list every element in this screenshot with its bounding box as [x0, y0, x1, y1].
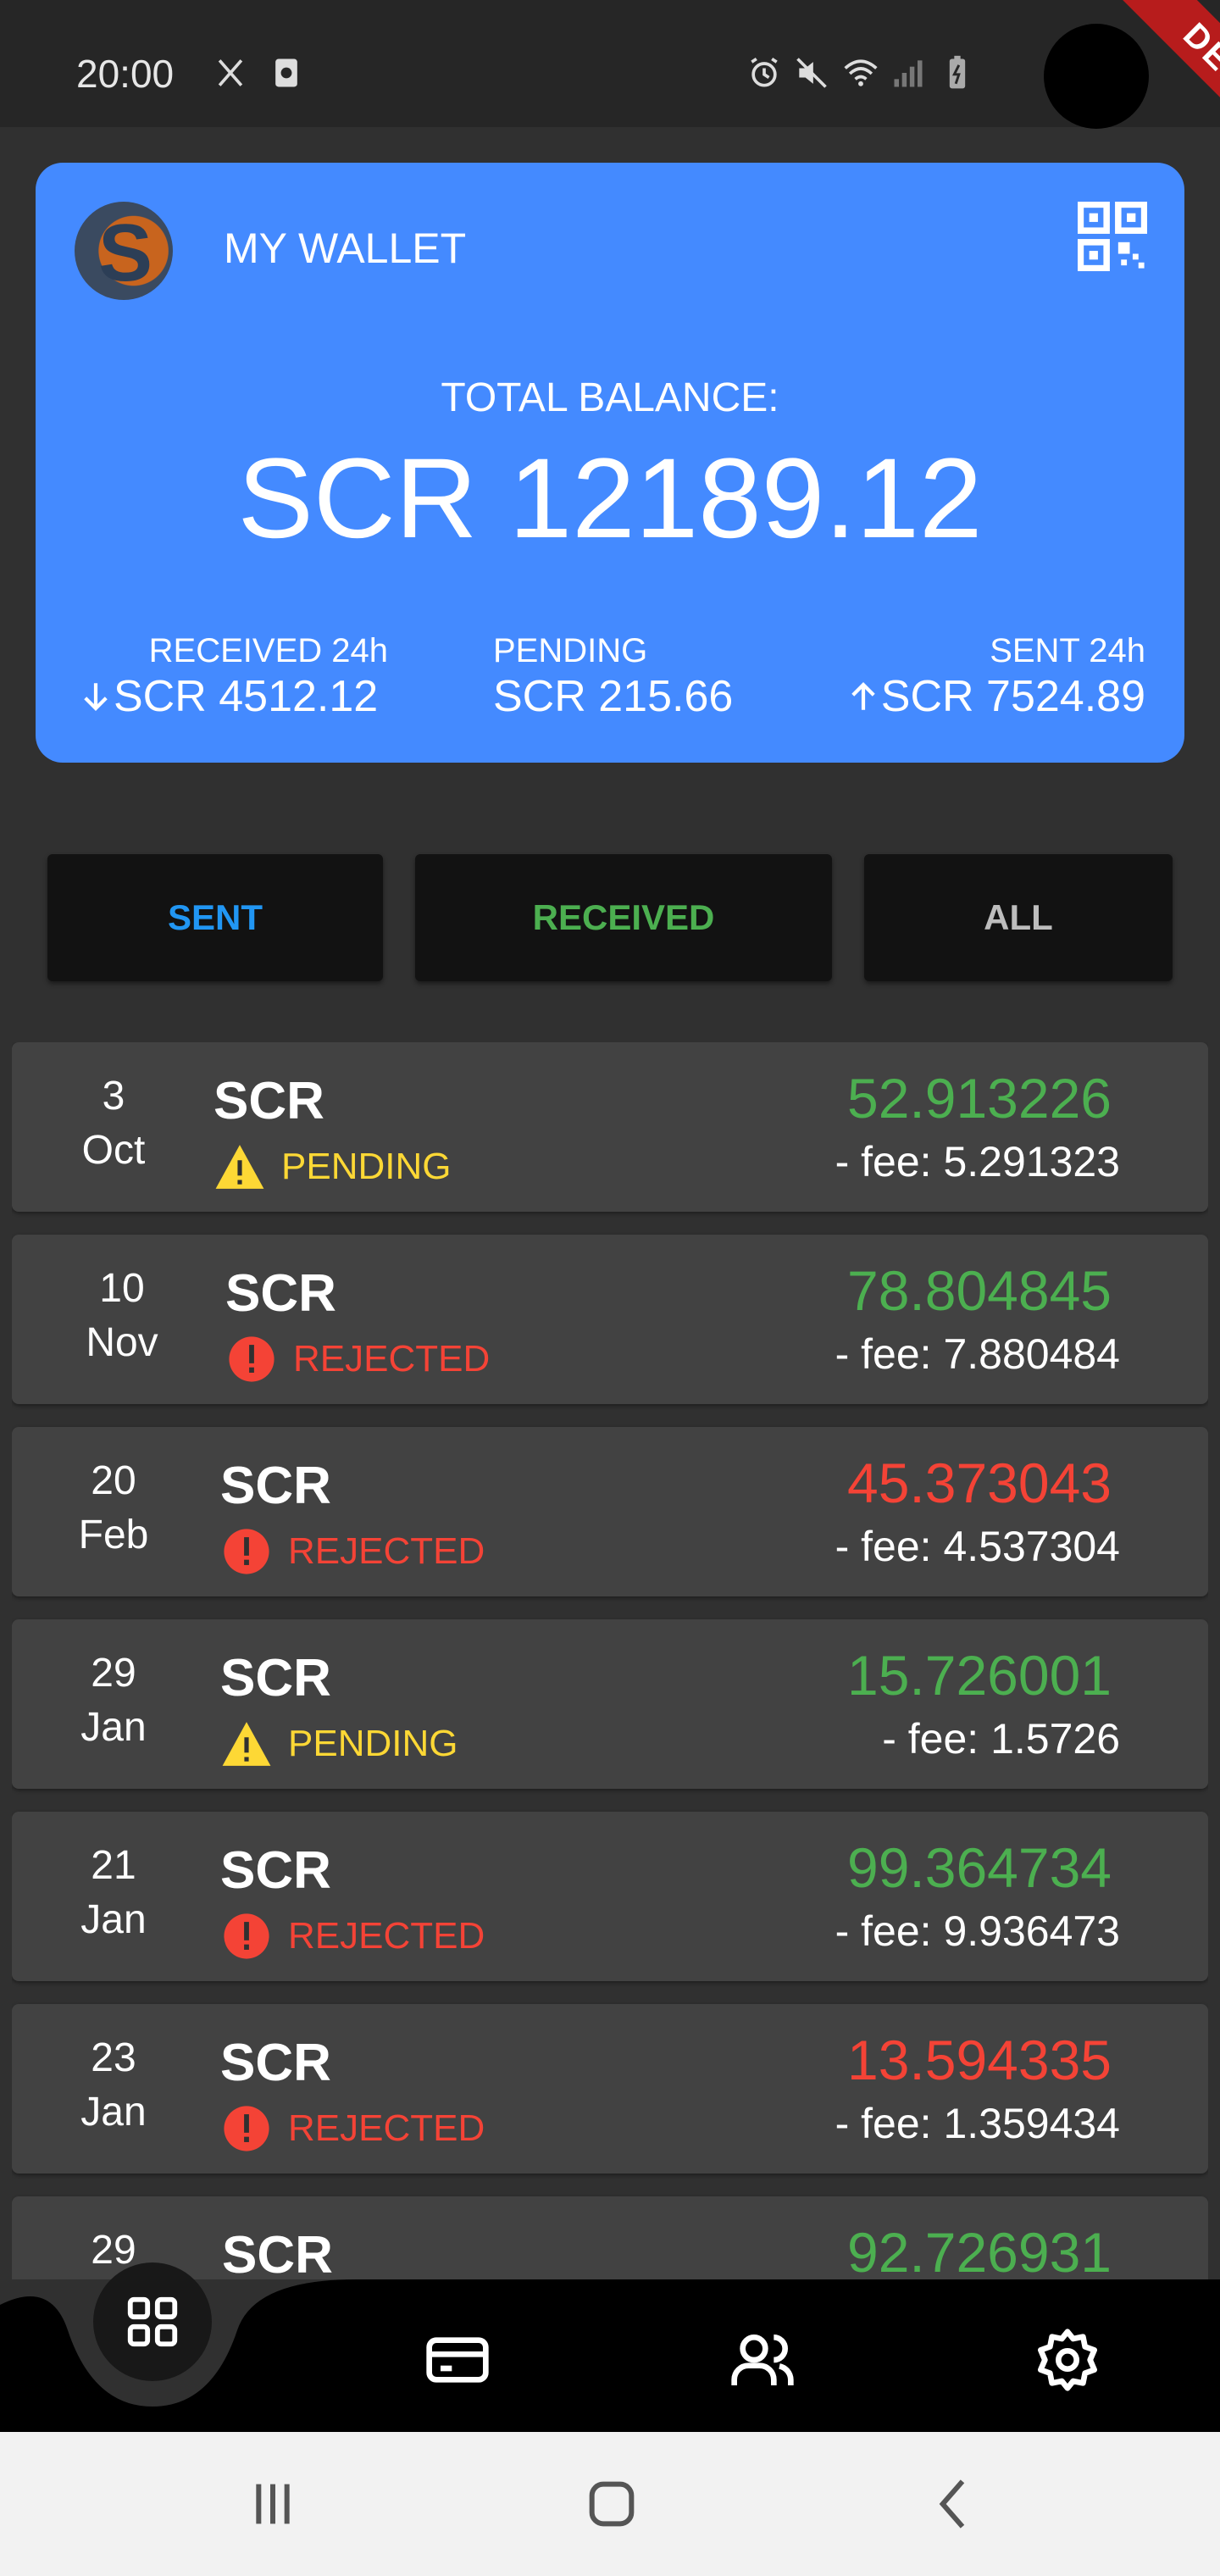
qr-code-icon[interactable]: [1078, 202, 1147, 271]
transaction-currency: SCR: [225, 1264, 336, 1323]
status-bar: [0, 0, 1220, 127]
transaction-month: Jan: [80, 2090, 147, 2135]
transaction-fee: - fee: 1.359434: [835, 2100, 1120, 2147]
status-time: 20:00: [76, 52, 175, 96]
grid-icon: [127, 2296, 178, 2347]
card-icon[interactable]: [424, 2326, 491, 2394]
transaction-status-label: REJECTED: [288, 1530, 485, 1572]
signal-icon: [894, 60, 923, 87]
transaction-status-label: PENDING: [288, 1723, 458, 1764]
transaction-status: PENDING: [214, 1142, 451, 1191]
transaction-amount: 45.373043: [847, 1452, 1112, 1514]
battery-icon: [949, 55, 966, 89]
sent-24h-value: SCR 7524.89: [846, 671, 1145, 722]
transaction-status: REJECTED: [225, 1335, 490, 1384]
transaction-row[interactable]: 20 Feb SCR REJECTED 45.373043 - fee: 4.537304: [12, 1427, 1208, 1596]
error-icon: [224, 1529, 269, 1574]
transaction-status-label: PENDING: [281, 1146, 452, 1187]
transaction-status: REJECTED: [220, 1527, 485, 1576]
transaction-day: 21: [91, 1843, 136, 1888]
transaction-month: Oct: [81, 1128, 146, 1173]
filter-received-button[interactable]: RECEIVED: [415, 854, 832, 981]
transaction-day: 29: [91, 2228, 136, 2273]
warning-icon: [215, 1145, 264, 1189]
home-icon[interactable]: [578, 2470, 646, 2538]
mute-icon: [796, 58, 827, 88]
transaction-day: 3: [102, 1074, 125, 1119]
transaction-status: REJECTED: [220, 1912, 485, 1961]
received-24h-label: RECEIVED 24h: [148, 632, 388, 669]
system-navigation-bar: [0, 2432, 1220, 2576]
sent-24h-label: SENT 24h: [990, 632, 1145, 669]
transaction-fee: - fee: 7.880484: [835, 1330, 1120, 1378]
transaction-amount: 92.726931: [847, 2221, 1112, 2284]
transaction-fee: - fee: 1.5726: [882, 1715, 1120, 1763]
transaction-currency: SCR: [220, 1649, 331, 1707]
transaction-status-label: REJECTED: [293, 1338, 491, 1380]
transaction-day: 23: [91, 2035, 136, 2080]
transaction-amount: 99.364734: [847, 1836, 1112, 1899]
transaction-row[interactable]: 29 Jan SCR PENDING 15.726001 - fee: 1.5726: [12, 1619, 1208, 1789]
transaction-row[interactable]: 10 Nov SCR REJECTED 78.804845 - fee: 7.880484: [12, 1235, 1208, 1404]
pending-value: SCR 215.66: [493, 672, 734, 721]
wallet-logo: S: [75, 202, 173, 300]
recent-apps-icon[interactable]: [239, 2470, 307, 2538]
transaction-month: Nov: [86, 1320, 158, 1365]
warning-icon: [222, 1722, 271, 1766]
arrow-down-icon: [84, 683, 108, 711]
filter-all-button[interactable]: ALL: [864, 854, 1173, 981]
filter-sent-button[interactable]: SENT: [47, 854, 383, 981]
transaction-currency: SCR: [220, 1457, 331, 1515]
contacts-icon[interactable]: [729, 2326, 796, 2394]
transaction-amount: 15.726001: [847, 1644, 1112, 1707]
transaction-currency: SCR: [214, 1072, 324, 1130]
back-icon[interactable]: [920, 2470, 988, 2538]
error-icon: [229, 1336, 274, 1382]
transaction-amount: 78.804845: [847, 1259, 1112, 1322]
total-balance-value: SCR 12189.12: [237, 436, 983, 562]
transaction-list: 3 Oct SCR PENDING 52.913226 - fee: 5.291323 10…: [12, 1042, 1208, 2284]
pending-label: PENDING: [493, 632, 648, 669]
received-24h-value: SCR 4512.12: [78, 671, 378, 722]
transaction-fee: - fee: 9.936473: [835, 1907, 1120, 1955]
alarm-icon: [751, 57, 778, 87]
wifi-icon: [844, 59, 878, 86]
transaction-day: 10: [99, 1266, 145, 1311]
x-app-icon: [218, 59, 243, 86]
transaction-amount: 52.913226: [847, 1067, 1112, 1130]
transaction-status: REJECTED: [220, 2104, 485, 2153]
transaction-status: PENDING: [220, 1719, 458, 1768]
sent-24h-amount: SCR 7524.89: [880, 672, 1145, 721]
wallet-title: MY WALLET: [224, 225, 467, 272]
transaction-day: 29: [91, 1651, 136, 1696]
nav-dashboard-button[interactable]: [93, 2262, 212, 2381]
transaction-day: 20: [91, 1458, 136, 1503]
transaction-currency: SCR: [222, 2226, 333, 2284]
error-icon: [224, 2106, 269, 2151]
transaction-amount: 13.594335: [847, 2029, 1112, 2091]
error-icon: [224, 1913, 269, 1959]
transaction-row[interactable]: 21 Jan SCR REJECTED 99.364734 - fee: 9.936473: [12, 1812, 1208, 1981]
transaction-currency: SCR: [220, 2034, 331, 2092]
transaction-status-label: REJECTED: [288, 2107, 485, 2149]
transaction-month: Feb: [78, 1513, 149, 1557]
transaction-fee: - fee: 4.537304: [835, 1523, 1120, 1570]
transaction-status-label: REJECTED: [288, 1915, 485, 1957]
settings-icon[interactable]: [1034, 2326, 1101, 2394]
screenshot-icon: [275, 58, 297, 87]
total-balance-label: TOTAL BALANCE:: [441, 375, 779, 420]
received-24h-amount: SCR 4512.12: [114, 672, 379, 721]
transaction-fee: - fee: 5.291323: [835, 1138, 1120, 1185]
transaction-month: Jan: [80, 1705, 147, 1750]
transaction-row[interactable]: 3 Oct SCR PENDING 52.913226 - fee: 5.291323: [12, 1042, 1208, 1212]
transaction-currency: SCR: [220, 1841, 331, 1900]
arrow-up-icon: [851, 682, 875, 710]
transaction-month: Jan: [80, 1897, 147, 1942]
transaction-row[interactable]: 23 Jan SCR REJECTED 13.594335 - fee: 1.359434: [12, 2004, 1208, 2174]
transaction-row[interactable]: 29 SCR 92.726931: [12, 2196, 1208, 2284]
camera-cutout: [1044, 24, 1149, 129]
wallet-card: S MY WALLET TOTAL BALANCE: SCR 12189.12 …: [36, 163, 1184, 763]
